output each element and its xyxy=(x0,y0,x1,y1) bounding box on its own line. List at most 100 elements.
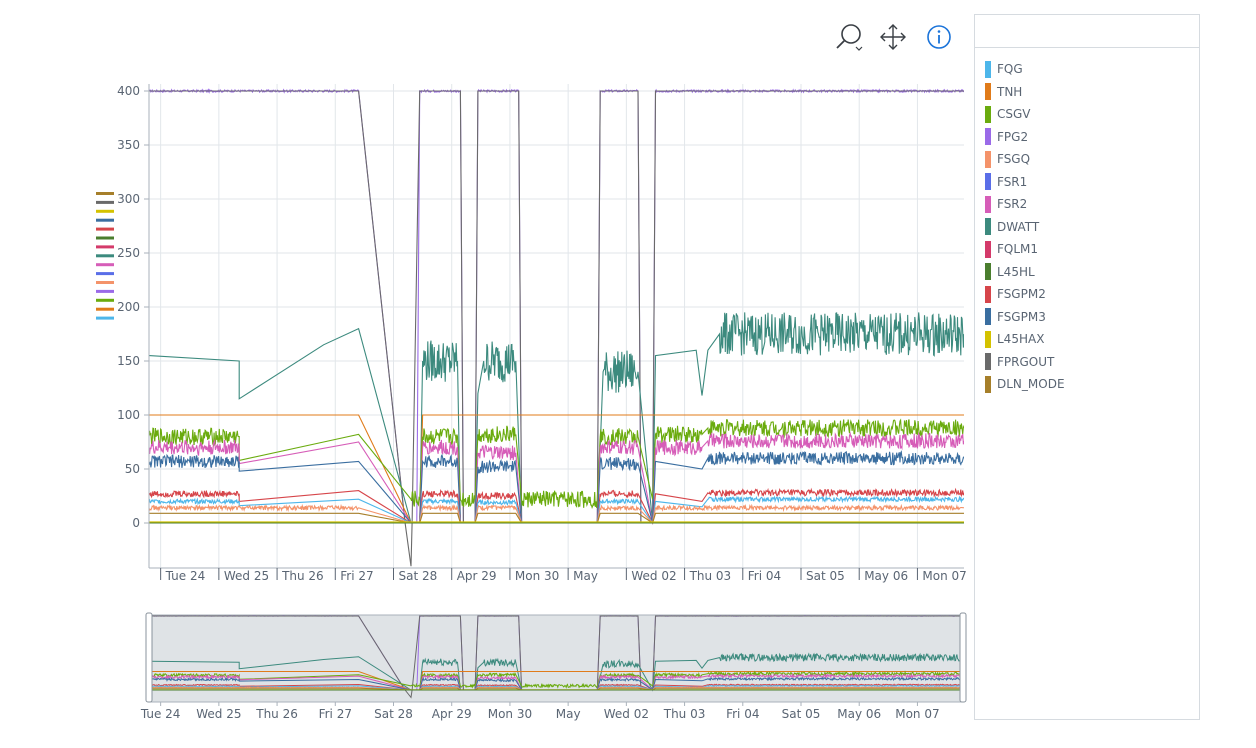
x-tick-label: Thu 26 xyxy=(281,569,324,583)
magnifier-zoom-icon[interactable] xyxy=(832,20,866,54)
series-line-fqg xyxy=(149,495,964,525)
legend-header xyxy=(975,15,1199,48)
legend-label: FSR1 xyxy=(997,174,1028,189)
legend-item-fsr1[interactable]: FSR1 xyxy=(985,171,1199,194)
navigator-tick-label: Wed 25 xyxy=(196,707,241,721)
series-line-fsgpm2 xyxy=(149,487,964,525)
y-tick-label: 200 xyxy=(117,300,140,314)
navigator-tick-label: Mon 30 xyxy=(488,707,532,721)
series-strip-tnh xyxy=(96,307,114,311)
legend-label: FSGQ xyxy=(997,152,1031,167)
x-tick-label: Apr 29 xyxy=(457,569,497,583)
info-circle-icon[interactable] xyxy=(922,20,956,54)
legend-item-fsgq[interactable]: FSGQ xyxy=(985,148,1199,171)
x-tick-label: Mon 30 xyxy=(515,569,559,583)
series-strip-csgv xyxy=(96,298,114,302)
navigator-right-handle[interactable] xyxy=(959,612,967,703)
series-strip-fpg2 xyxy=(96,289,114,293)
navigator-tick-label: Tue 24 xyxy=(140,707,181,721)
x-tick-label: Wed 25 xyxy=(224,569,269,583)
navigator-tick-label: May xyxy=(556,707,581,721)
legend-item-csgv[interactable]: CSGV xyxy=(985,103,1199,126)
legend-item-fqg[interactable]: FQG xyxy=(985,58,1199,81)
legend-swatch xyxy=(985,330,991,348)
series-line-csgv xyxy=(149,418,964,510)
legend-label: FPRGOUT xyxy=(997,354,1055,369)
x-tick-label: Tue 24 xyxy=(165,569,206,583)
legend-swatch xyxy=(985,173,991,191)
series-line-dwatt xyxy=(149,312,964,524)
legend-item-fprgout[interactable]: FPRGOUT xyxy=(985,351,1199,374)
x-tick-label: Wed 02 xyxy=(631,569,676,583)
legend-item-fqlm1[interactable]: FQLM1 xyxy=(985,238,1199,261)
legend-label: FQG xyxy=(997,62,1023,77)
x-tick-label: Thu 03 xyxy=(689,569,732,583)
legend-swatch xyxy=(985,150,991,168)
navigator-tick-label: Wed 02 xyxy=(604,707,649,721)
legend-label: FSR2 xyxy=(997,197,1028,212)
series-strip-fsgpm3 xyxy=(96,218,114,222)
legend-item-fsgpm3[interactable]: FSGPM3 xyxy=(985,306,1199,329)
move-arrows-icon[interactable] xyxy=(876,20,910,54)
legend-label: CSGV xyxy=(997,107,1031,122)
legend-item-l45hl[interactable]: L45HL xyxy=(985,261,1199,284)
legend-swatch xyxy=(985,83,991,101)
legend-panel: FQG TNH CSGV FPG2 FSGQ FSR1 FSR2 DWATT FQLM1 L45H… xyxy=(974,14,1200,720)
x-axis: Tue 24 Wed 25 Thu 26 Fri 27 Sat 28 Apr 29 Mon … xyxy=(149,567,967,583)
navigator-line-fsr2 xyxy=(149,672,964,691)
series-strip-dln_mode xyxy=(96,192,114,195)
navigator-line-fprgout xyxy=(149,615,964,699)
legend-item-dln_mode[interactable]: DLN_MODE xyxy=(985,373,1199,396)
plot-series xyxy=(149,88,964,567)
legend-item-l45hax[interactable]: L45HAX xyxy=(985,328,1199,351)
x-tick-label: Fri 27 xyxy=(340,569,373,583)
legend-label: L45HAX xyxy=(997,332,1045,347)
navigator-tick-label: Fri 27 xyxy=(319,707,352,721)
y-tick-label: 100 xyxy=(117,408,140,422)
legend-item-dwatt[interactable]: DWATT xyxy=(985,216,1199,239)
series-color-strip xyxy=(96,192,114,320)
legend-list: FQG TNH CSGV FPG2 FSGQ FSR1 FSR2 DWATT FQLM1 L45H… xyxy=(975,48,1199,396)
series-line-fprgout xyxy=(149,90,964,567)
legend-swatch xyxy=(985,218,991,236)
series-strip-l45hax xyxy=(96,209,114,213)
navigator-line-fsgpm2 xyxy=(149,683,964,691)
y-tick-label: 0 xyxy=(132,516,140,530)
legend-label: TNH xyxy=(997,84,1023,99)
legend-swatch xyxy=(985,105,991,123)
legend-item-fpg2[interactable]: FPG2 xyxy=(985,126,1199,149)
navigator-line-fsgq xyxy=(149,686,964,691)
line-chart: 0 50 100 150 200 250 300 350 400 Tue 24 Wed 25 Thu… xyxy=(96,84,967,721)
legend-item-fsr2[interactable]: FSR2 xyxy=(985,193,1199,216)
legend-swatch xyxy=(985,128,991,146)
legend-swatch xyxy=(985,375,991,393)
series-strip-fsr2 xyxy=(96,263,114,267)
series-line-fsgq xyxy=(149,503,964,525)
navigator-tick-label: Thu 03 xyxy=(663,707,706,721)
legend-label: FQLM1 xyxy=(997,242,1039,257)
legend-item-tnh[interactable]: TNH xyxy=(985,81,1199,104)
navigator-tick-label: Thu 26 xyxy=(255,707,298,721)
navigator-line-dwatt xyxy=(149,652,964,692)
legend-label: DLN_MODE xyxy=(997,377,1065,392)
navigator-line-csgv xyxy=(149,670,964,689)
series-strip-fprgout xyxy=(96,200,114,204)
legend-item-fsgpm2[interactable]: FSGPM2 xyxy=(985,283,1199,306)
x-tick-label: May 06 xyxy=(864,569,908,583)
series-strip-dwatt xyxy=(96,254,114,258)
legend-swatch xyxy=(985,60,991,78)
chart-toolbar xyxy=(828,20,968,56)
legend-label: FPG2 xyxy=(997,129,1029,144)
series-strip-l45hl xyxy=(96,236,114,240)
navigator-tick-label: Fri 04 xyxy=(726,707,759,721)
navigator-left-handle[interactable] xyxy=(145,612,153,703)
range-navigator[interactable]: Tue 24 Wed 25 Thu 26 Fri 27 Sat 28 Apr 29 Mon … xyxy=(140,612,967,721)
y-tick-label: 250 xyxy=(117,246,140,260)
navigator-tick-label: May 06 xyxy=(837,707,881,721)
y-tick-label: 300 xyxy=(117,192,140,206)
legend-label: L45HL xyxy=(997,264,1035,279)
series-strip-fsr1 xyxy=(96,272,114,276)
y-tick-label: 150 xyxy=(117,354,140,368)
legend-swatch xyxy=(985,263,991,281)
navigator-tick-label: Mon 07 xyxy=(895,707,939,721)
